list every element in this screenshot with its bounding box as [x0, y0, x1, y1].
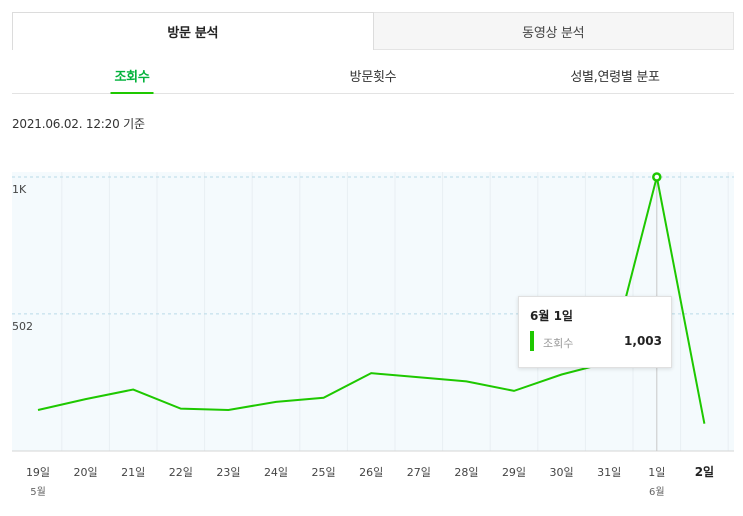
tooltip-value: 1,003 — [624, 334, 662, 348]
tooltip-title: 6월 1일 — [530, 309, 573, 323]
x-tick-label: 22일 — [169, 465, 193, 479]
x-tick-label: 31일 — [597, 465, 621, 479]
data-point[interactable] — [179, 407, 183, 411]
x-tick-label: 26일 — [359, 465, 383, 479]
tab-visit-analysis[interactable]: 방문 분석 — [12, 12, 374, 50]
x-tick-label: 24일 — [264, 465, 288, 479]
data-point[interactable] — [464, 379, 468, 383]
y-tick-label: 1K — [12, 183, 27, 196]
sub-tab-bar: 조회수 방문횟수 성별,연령별 분포 — [12, 58, 734, 94]
x-month-label: 5월 — [30, 486, 46, 498]
data-point[interactable] — [226, 408, 230, 412]
main-tab-bar: 방문 분석 동영상 분석 — [12, 12, 734, 50]
subtab-views[interactable]: 조회수 — [110, 58, 154, 94]
data-point[interactable] — [274, 400, 278, 404]
tooltip-series-label: 조회수 — [543, 337, 574, 350]
x-tick-label: 29일 — [502, 465, 526, 479]
data-point-active[interactable] — [652, 172, 662, 182]
x-month-label: 6월 — [649, 486, 665, 498]
y-tick-label: 502 — [12, 320, 33, 333]
data-point[interactable] — [36, 408, 40, 412]
x-tick-label: 23일 — [216, 465, 240, 479]
x-tick-label: 27일 — [407, 465, 431, 479]
data-point[interactable] — [131, 388, 135, 392]
chart-tooltip: 6월 1일 조회수 1,003 — [518, 296, 672, 368]
x-tick-label: 19일 — [26, 465, 50, 479]
data-point[interactable] — [369, 371, 373, 375]
data-timestamp: 2021.06.02. 12:20 기준 — [12, 117, 145, 131]
data-point[interactable] — [560, 373, 564, 377]
subtab-gender-age-distribution[interactable]: 성별,연령별 분포 — [570, 70, 660, 85]
x-tick-label: 21일 — [121, 465, 145, 479]
data-point[interactable] — [322, 396, 326, 400]
x-tick-label: 25일 — [312, 465, 336, 479]
data-point[interactable] — [512, 389, 516, 393]
x-tick-label: 2일 — [695, 465, 714, 479]
tab-video-analysis[interactable]: 동영상 분석 — [373, 12, 734, 50]
x-tick-label: 28일 — [454, 465, 478, 479]
data-point[interactable] — [702, 422, 706, 426]
data-point[interactable] — [84, 397, 88, 401]
x-tick-label: 30일 — [550, 465, 574, 479]
x-tick-label: 1일 — [648, 465, 665, 479]
tooltip-series-swatch — [530, 331, 534, 351]
data-point[interactable] — [417, 375, 421, 379]
subtab-visit-count[interactable]: 방문횟수 — [349, 70, 397, 85]
x-tick-label: 20일 — [74, 465, 98, 479]
